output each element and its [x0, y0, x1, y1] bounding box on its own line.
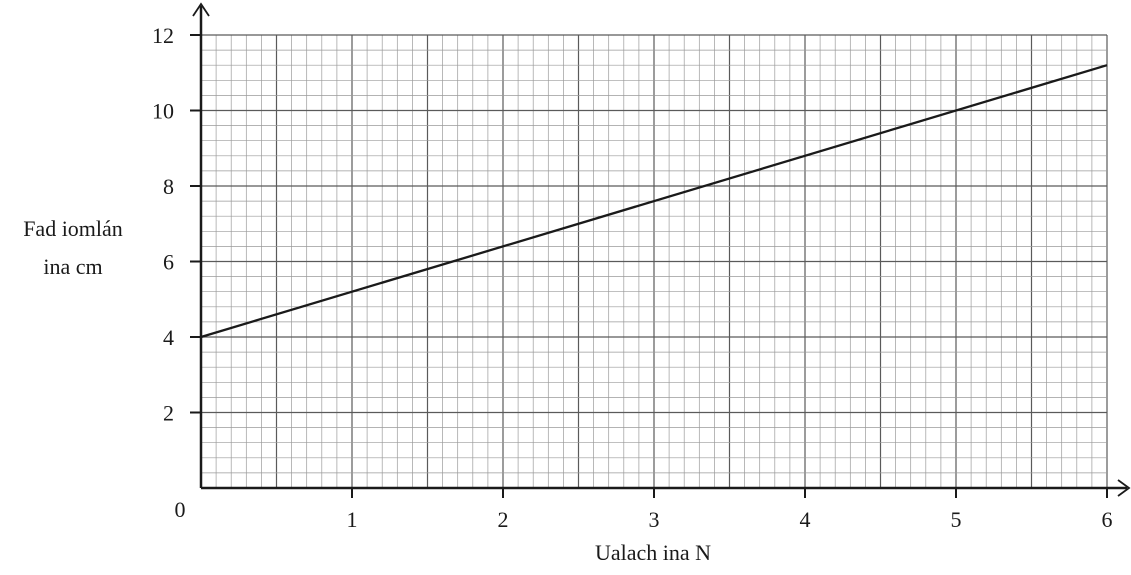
y-tick-label: 2	[163, 401, 174, 426]
y-tick-label: 12	[152, 23, 174, 48]
y-axis-label-line-2: ina cm	[43, 254, 102, 279]
grid	[201, 34, 1108, 488]
y-tick-label: 10	[152, 99, 174, 124]
x-tick-label: 6	[1102, 507, 1113, 532]
x-tick-label: 5	[951, 507, 962, 532]
axes	[192, 2, 1131, 497]
x-axis-arrow	[1117, 479, 1131, 497]
x-tick-label: 1	[347, 507, 358, 532]
x-tick-label: 4	[800, 507, 811, 532]
y-tick-label: 4	[163, 325, 174, 350]
series	[200, 64, 1108, 339]
y-axis-label-line-1: Fad iomlán	[23, 216, 123, 241]
series-line	[200, 64, 1108, 339]
origin-label: 0	[175, 497, 186, 522]
x-tick-label: 2	[498, 507, 509, 532]
y-tick-label: 6	[163, 250, 174, 275]
y-tick-label: 8	[163, 174, 174, 199]
x-axis-label: Ualach ina N	[595, 540, 711, 565]
x-tick-label: 3	[649, 507, 660, 532]
y-axis-arrow	[192, 2, 210, 17]
